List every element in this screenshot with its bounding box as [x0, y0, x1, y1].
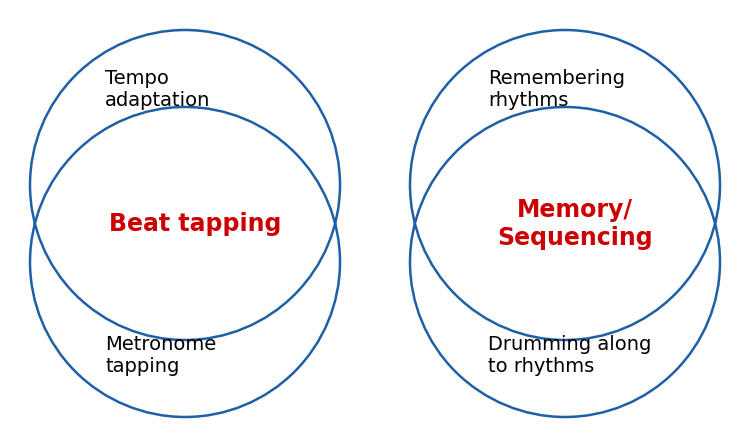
Text: Remembering
rhythms: Remembering rhythms [488, 69, 625, 110]
Text: Drumming along
to rhythms: Drumming along to rhythms [488, 334, 651, 375]
Text: Metronome
tapping: Metronome tapping [105, 334, 216, 375]
Text: Memory/
Sequencing: Memory/ Sequencing [497, 198, 652, 250]
Text: Tempo
adaptation: Tempo adaptation [105, 69, 210, 110]
Text: Beat tapping: Beat tapping [109, 212, 281, 236]
